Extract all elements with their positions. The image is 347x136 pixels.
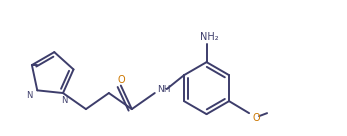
Text: N: N — [61, 96, 67, 105]
Text: O: O — [252, 113, 260, 123]
Text: NH₂: NH₂ — [200, 32, 219, 42]
Text: NH: NH — [157, 85, 170, 94]
Text: N: N — [26, 91, 33, 100]
Text: O: O — [117, 75, 125, 85]
